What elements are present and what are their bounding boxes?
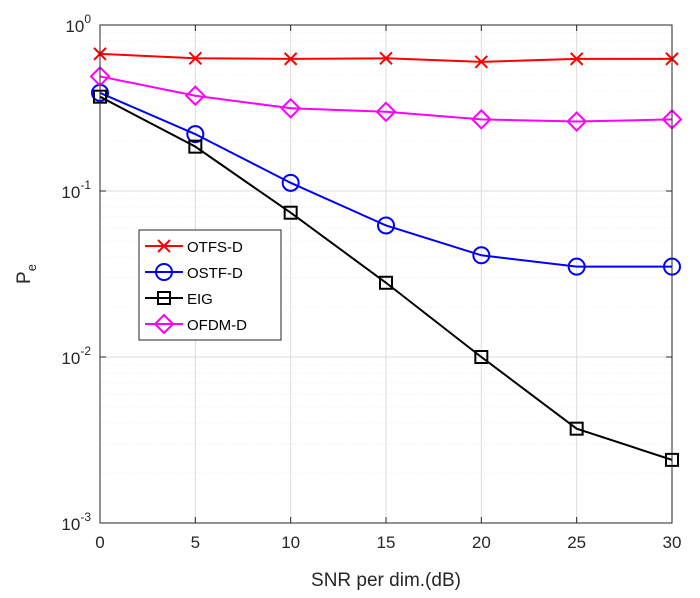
series-line-ofdm-d — [99, 75, 673, 123]
data-point-ostf-d — [472, 246, 491, 265]
y-axis-label-sub: e — [24, 264, 39, 271]
data-point-ostf-d — [377, 216, 395, 235]
data-point-otfs-d — [188, 51, 203, 66]
data-point-otfs-d — [569, 52, 584, 66]
data-point-ofdm-d — [470, 108, 492, 130]
series-line-eig — [99, 95, 673, 461]
y-tick-base: 10 — [61, 183, 80, 202]
legend: OTFS-D OSTF-D EIG OFDM-D — [138, 229, 282, 341]
legend-marker-otfs-d — [157, 239, 171, 253]
x-tick-label: 10 — [281, 533, 300, 552]
legend-label-ostf-d: OSTF-D — [187, 265, 243, 282]
x-tick-label: 30 — [663, 533, 682, 552]
data-point-ostf-d — [186, 125, 205, 144]
series-otfs-d — [93, 47, 679, 69]
data-point-ofdm-d — [375, 101, 397, 123]
y-tick-exponent: -1 — [80, 178, 91, 192]
data-point-ofdm-d — [566, 111, 588, 132]
data-point-ofdm-d — [280, 97, 302, 119]
data-point-otfs-d — [474, 55, 489, 69]
y-axis-label-main: P — [14, 271, 35, 284]
y-tick-label: 100 — [65, 12, 91, 36]
y-tick-exponent: -3 — [80, 510, 91, 524]
legend-marker-ofdm-d — [153, 313, 175, 335]
data-point-ofdm-d — [184, 85, 206, 107]
series-ostf-d — [91, 83, 681, 276]
y-tick-base: 10 — [61, 515, 80, 534]
data-point-otfs-d — [283, 52, 298, 66]
y-tick-label: 10-1 — [61, 178, 91, 202]
y-tick-base: 10 — [65, 17, 84, 36]
y-axis-label: Pe — [14, 264, 39, 284]
data-point-otfs-d — [379, 51, 393, 66]
legend-label-eig: EIG — [187, 291, 213, 308]
x-tick-label: 15 — [377, 533, 396, 552]
series-line-ostf-d — [99, 91, 672, 268]
y-tick-base: 10 — [61, 349, 80, 368]
legend-marker-ostf-d — [155, 263, 173, 281]
data-point-eig — [569, 421, 584, 436]
x-tick-label: 25 — [567, 533, 586, 552]
series-layer — [89, 47, 683, 467]
data-point-eig — [474, 350, 489, 364]
legend-marker-eig — [157, 291, 171, 305]
legend-label-ofdm-d: OFDM-D — [187, 317, 247, 334]
data-point-ostf-d — [281, 173, 300, 192]
x-tick-label: 5 — [191, 533, 200, 552]
data-point-ostf-d — [567, 257, 586, 276]
x-axis-label: SNR per dim.(dB) — [311, 570, 461, 591]
y-tick-label: 10-2 — [61, 344, 91, 368]
data-point-eig — [188, 139, 203, 154]
x-tick-label: 0 — [95, 533, 104, 552]
y-tick-exponent: -2 — [80, 344, 91, 358]
data-point-eig — [379, 275, 393, 290]
legend-label-otfs-d: OTFS-D — [187, 239, 243, 256]
y-tick-exponent: 0 — [84, 12, 91, 26]
series-eig — [93, 89, 679, 467]
y-tick-label: 10-3 — [61, 510, 91, 534]
data-point-eig — [283, 205, 298, 220]
x-tick-label: 20 — [472, 533, 491, 552]
